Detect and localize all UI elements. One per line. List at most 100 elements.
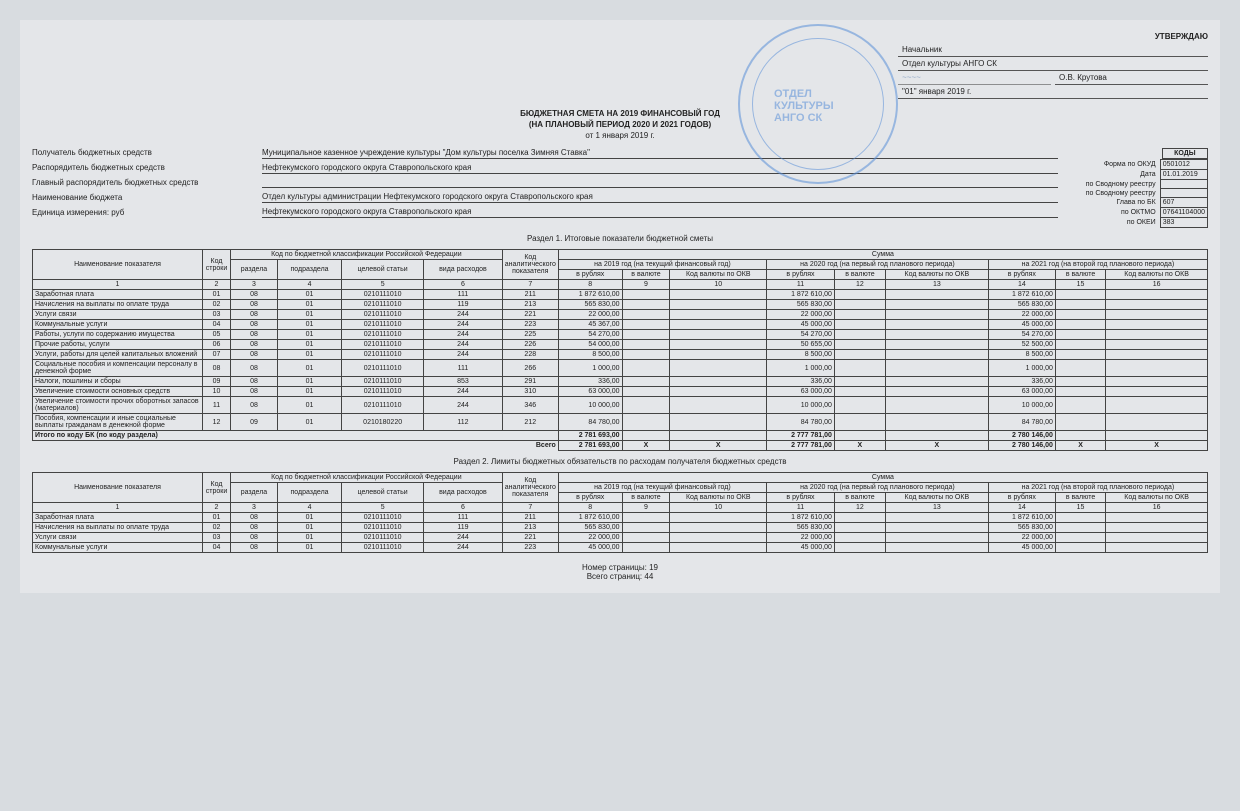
col-num: 5 [342,503,424,513]
th-m1: в валюте [622,270,670,280]
col-num: 16 [1106,280,1208,290]
col-num: 15 [1055,280,1105,290]
col-num: 11 [767,280,835,290]
pager: Номер страницы: 19 Всего страниц: 44 [32,563,1208,581]
col-num: 6 [424,280,503,290]
th2-sub1: подраздела [277,483,341,503]
th2-y3: на 2021 год (на второй год планового пер… [988,483,1207,493]
col-num: 16 [1106,503,1208,513]
th2-code: Код строки [203,473,231,503]
table-row: Коммунальные услуги040801021011101024422… [33,543,1208,553]
col-num: 12 [834,503,885,513]
th-sub0: раздела [231,260,278,280]
th2-kbk: Код по бюджетной классификации Российско… [231,473,503,483]
code-value: 07641104000 [1160,208,1207,218]
signature: ~~~~ [898,73,1051,85]
th-m2c: Код валюты по ОКВ [1106,270,1208,280]
th2-sum: Сумма [558,473,1207,483]
table-row: Заработная плата01080102101110101112111 … [33,513,1208,523]
official-stamp: ОТДЕЛ КУЛЬТУРЫ АНГО СК [738,24,898,184]
th-m1b: в валюте [834,270,885,280]
budget-document: ОТДЕЛ КУЛЬТУРЫ АНГО СК УТВЕРЖДАЮ Начальн… [20,20,1220,593]
table-row: Налоги, пошлины и сборы09080102101110108… [33,377,1208,387]
th2-m2: Код валюты по ОКВ [670,493,767,503]
table-section1: Наименование показателя Код строки Код п… [32,249,1208,451]
col-num: 14 [988,280,1055,290]
col-num: 1 [33,503,203,513]
col-num: 7 [502,280,558,290]
table-row: Начисления на выплаты по оплате труда020… [33,300,1208,310]
budget-value: Нефтекумского городского округа Ставропо… [262,207,1058,218]
table-row: Прочие работы, услуги0608010210111010244… [33,340,1208,350]
col-num: 4 [277,280,341,290]
table-row: Коммунальные услуги040801021011101024422… [33,320,1208,330]
col-num: 8 [558,280,622,290]
col-num: 10 [670,503,767,513]
th2-m2c: Код валюты по ОКВ [1106,493,1208,503]
labels-mid: Муниципальное казенное учреждение культу… [262,148,1058,228]
doc-subtitle: (НА ПЛАНОВЫЙ ПЕРИОД 2020 И 2021 ГОДОВ) [32,120,1208,129]
label-recipient: Получатель бюджетных средств [32,148,242,157]
approve-org: Отдел культуры АНГО СК [898,59,1208,71]
th2-y1: на 2019 год (на текущий финансовый год) [558,483,766,493]
label-chief: Главный распорядитель бюджетных средств [32,178,242,187]
col-num: 2 [203,503,231,513]
approve-heading: УТВЕРЖДАЮ [898,32,1208,41]
table-row: Увеличение стоимости прочих оборотных за… [33,397,1208,414]
th2-sub0: раздела [231,483,278,503]
table-row: Услуги связи030801021011101024422122 000… [33,533,1208,543]
th2-name: Наименование показателя [33,473,203,503]
code-label: по Сводному реестру [1078,189,1160,198]
recipient-value: Муниципальное казенное учреждение культу… [262,148,1058,159]
th2-analytic: Код аналитического показателя [502,473,558,503]
th2-sub3: вида расходов [424,483,503,503]
table-row: Работы, услуги по содержанию имущества05… [33,330,1208,340]
grand-row: Всего2 781 693,00XX2 777 781,00XX2 780 1… [33,441,1208,451]
label-manager: Распорядитель бюджетных средств [32,163,242,172]
col-num: 4 [277,503,341,513]
col-num: 15 [1055,503,1105,513]
stamp-line: КУЛЬТУРЫ [774,100,834,112]
table-row: Начисления на выплаты по оплате труда020… [33,523,1208,533]
th-m0c: в рублях [988,270,1055,280]
th2-m0: в рублях [558,493,622,503]
labels-left: Получатель бюджетных средств Распорядите… [32,148,242,228]
th-y3: на 2021 год (на второй год планового пер… [988,260,1207,270]
stamp-line: ОТДЕЛ [774,88,834,100]
col-num: 11 [767,503,835,513]
th-m2b: Код валюты по ОКВ [885,270,988,280]
table-section2: Наименование показателя Код строки Код п… [32,472,1208,553]
th-name: Наименование показателя [33,250,203,280]
recipient-value2: Нефтекумского городского округа Ставропо… [262,163,1058,174]
code-value [1160,189,1207,198]
section1-title: Раздел 1. Итоговые показатели бюджетной … [32,234,1208,243]
chief-value: Отдел культуры администрации Нефтекумско… [262,192,1058,203]
code-label: по ОКТМО [1078,208,1160,218]
doc-title: БЮДЖЕТНАЯ СМЕТА НА 2019 ФИНАНСОВЫЙ ГОД [32,109,1208,118]
label-unit: Единица измерения: руб [32,208,242,217]
page-number: Номер страницы: 19 [32,563,1208,572]
th-sum: Сумма [558,250,1207,260]
table-row: Социальные пособия и компенсации персона… [33,360,1208,377]
th2-m0b: в рублях [767,493,835,503]
th-y2: на 2020 год (на первый год планового пер… [767,260,989,270]
table-row: Увеличение стоимости основных средств100… [33,387,1208,397]
code-label: Дата [1078,170,1160,180]
th-m0b: в рублях [767,270,835,280]
table-row: Услуги связи030801021011101024422122 000… [33,310,1208,320]
table-row: Заработная плата01080102101110101112111 … [33,290,1208,300]
approve-date: "01" января 2019 г. [898,87,1208,99]
col-num: 9 [622,503,670,513]
th-sub1: подраздела [277,260,341,280]
code-value [1160,180,1207,189]
col-num: 13 [885,503,988,513]
code-value: 0501012 [1160,160,1207,170]
th-m1c: в валюте [1055,270,1105,280]
th2-y2: на 2020 год (на первый год планового пер… [767,483,989,493]
th-code: Код строки [203,250,231,280]
col-num: 9 [622,280,670,290]
page-total: Всего страниц: 44 [32,572,1208,581]
code-label: Форма по ОКУД [1078,160,1160,170]
manager-value [262,178,1058,188]
table-row: Пособия, компенсации и иные социальные в… [33,414,1208,431]
